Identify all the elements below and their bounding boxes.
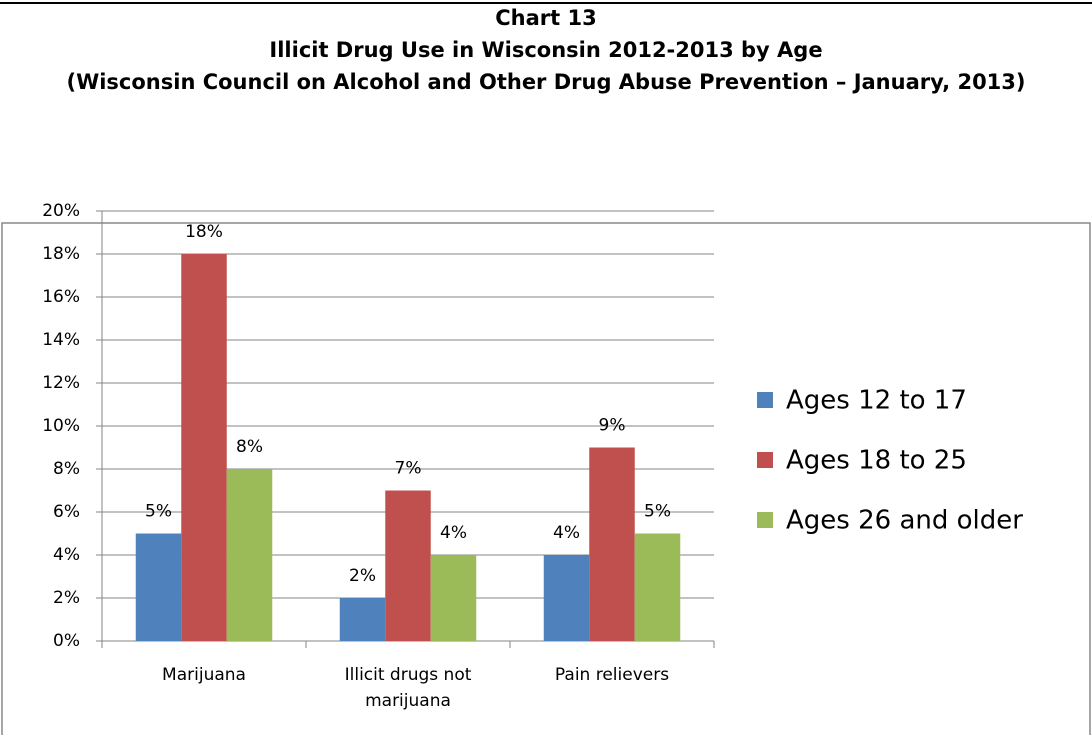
data-label: 9% xyxy=(599,416,626,436)
legend-label: Ages 26 and older xyxy=(786,506,1023,536)
y-tick-label: 8% xyxy=(53,459,80,479)
data-label: 5% xyxy=(644,502,671,522)
bar xyxy=(339,598,386,641)
data-label: 5% xyxy=(145,502,172,522)
legend-swatch xyxy=(757,512,773,528)
bar xyxy=(181,254,227,641)
chart-subtitle: Illicit Drug Use in Wisconsin 2012-2013 … xyxy=(269,38,822,62)
data-label: 18% xyxy=(185,222,223,242)
y-tick-label: 4% xyxy=(53,545,80,565)
bar xyxy=(385,490,431,641)
chart-caption: (Wisconsin Council on Alcohol and Other … xyxy=(66,70,1025,94)
x-tick-label: Pain relievers xyxy=(554,665,670,685)
chart-title: Chart 13 xyxy=(495,6,596,30)
y-tick-label: 18% xyxy=(42,244,80,264)
y-tick-label: 10% xyxy=(42,416,80,436)
x-tick-label: Illicit drugs not marijuana xyxy=(344,665,472,711)
y-tick-label: 20% xyxy=(42,201,80,221)
legend-swatch xyxy=(757,452,773,468)
bar xyxy=(430,555,477,641)
legend-label: Ages 12 to 17 xyxy=(786,386,967,416)
bar xyxy=(135,533,182,641)
data-label: 2% xyxy=(349,566,376,586)
y-tick-label: 12% xyxy=(42,373,80,393)
legend-swatch xyxy=(757,392,773,408)
bar xyxy=(543,555,590,641)
data-label: 4% xyxy=(440,523,467,543)
data-label: 7% xyxy=(395,459,422,479)
y-tick-label: 0% xyxy=(53,631,80,651)
y-tick-label: 6% xyxy=(53,502,80,522)
data-label: 4% xyxy=(553,523,580,543)
bar xyxy=(226,469,273,641)
bar xyxy=(589,447,635,641)
bar xyxy=(634,533,681,641)
y-tick-label: 16% xyxy=(42,287,80,307)
x-tick-label: Marijuana xyxy=(162,665,246,685)
chart-frame xyxy=(1,222,1091,735)
y-tick-label: 2% xyxy=(53,588,80,608)
legend-label: Ages 18 to 25 xyxy=(786,446,967,476)
y-tick-label: 14% xyxy=(42,330,80,350)
data-label: 8% xyxy=(236,437,263,457)
